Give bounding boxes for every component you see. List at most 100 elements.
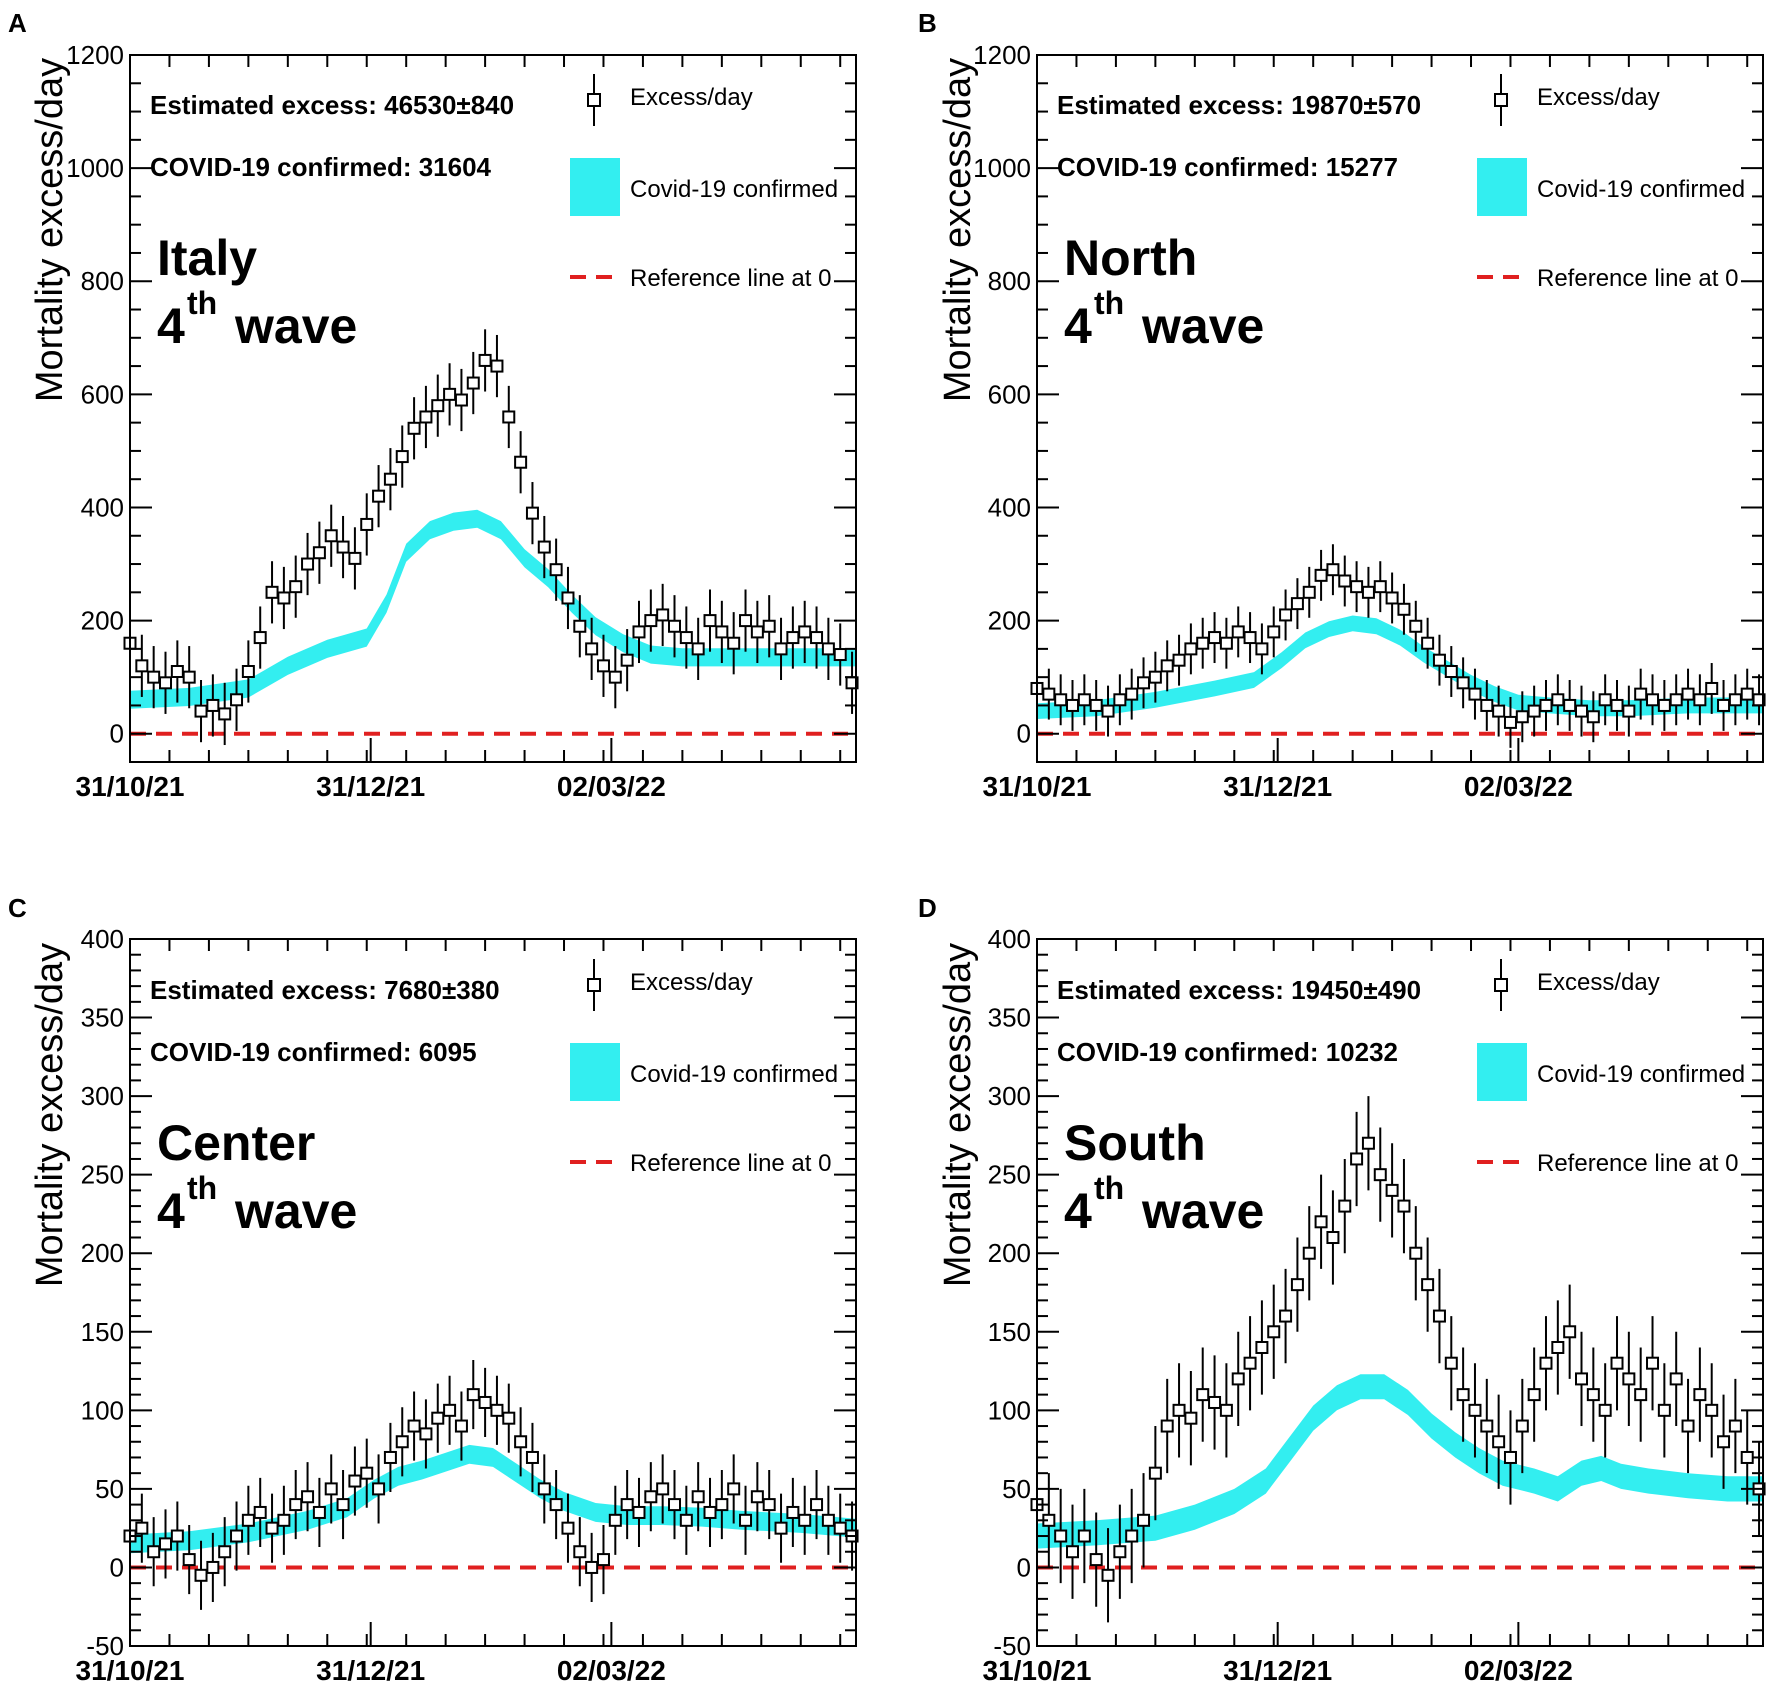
legend-points-marker bbox=[1494, 93, 1508, 107]
data-point bbox=[1302, 585, 1316, 599]
data-point bbox=[419, 1427, 433, 1441]
data-point bbox=[774, 642, 788, 656]
y-axis-label: Mortality excess/day bbox=[937, 58, 979, 402]
legend: Excess/day Covid-19 confirmed Reference … bbox=[1477, 959, 1745, 1177]
data-point bbox=[1338, 1199, 1352, 1213]
y-tick-label: 150 bbox=[81, 1317, 124, 1347]
data-point bbox=[1077, 1529, 1091, 1543]
covid-confirmed-count: COVID-19 confirmed: 6095 bbox=[150, 1037, 477, 1067]
y-tick-label: 400 bbox=[988, 492, 1031, 522]
data-point bbox=[585, 642, 599, 656]
y-tick-label: 250 bbox=[81, 1160, 124, 1190]
data-point bbox=[1397, 1199, 1411, 1213]
data-point bbox=[608, 670, 622, 684]
data-point bbox=[1219, 1403, 1233, 1417]
data-point bbox=[159, 1537, 173, 1551]
data-point bbox=[1669, 1372, 1683, 1386]
data-point bbox=[1586, 710, 1600, 724]
data-point bbox=[715, 1498, 729, 1512]
data-point bbox=[182, 670, 196, 684]
y-tick-label: 100 bbox=[81, 1395, 124, 1425]
data-point bbox=[431, 1411, 445, 1425]
x-tick-label: 31/10/21 bbox=[983, 1655, 1092, 1685]
data-point bbox=[821, 642, 835, 656]
data-point bbox=[691, 642, 705, 656]
data-point bbox=[656, 1482, 670, 1496]
data-point bbox=[1361, 1136, 1375, 1150]
data-point bbox=[407, 1419, 421, 1433]
data-point bbox=[253, 1505, 267, 1519]
data-point bbox=[372, 489, 386, 503]
data-point bbox=[1231, 625, 1245, 639]
data-point bbox=[1705, 1403, 1719, 1417]
data-point bbox=[514, 1435, 528, 1449]
plot-frame bbox=[129, 54, 857, 763]
data-point bbox=[1409, 619, 1423, 633]
y-tick-label: 400 bbox=[81, 492, 124, 522]
legend-band-swatch bbox=[570, 158, 620, 216]
wave-suffix: th bbox=[187, 1170, 217, 1206]
data-point bbox=[182, 1553, 196, 1567]
data-point bbox=[1444, 665, 1458, 679]
data-point bbox=[644, 614, 658, 628]
plot-area: -50 0 50 100 150 200 250 300 350 400 31/10/21 31/12… bbox=[983, 924, 1766, 1685]
data-point bbox=[703, 1505, 717, 1519]
data-point bbox=[1575, 1372, 1588, 1386]
legend-band-swatch bbox=[570, 1043, 620, 1101]
y-tick-label: 0 bbox=[1017, 1552, 1031, 1582]
data-point bbox=[549, 563, 563, 577]
data-point bbox=[1243, 631, 1257, 645]
data-point bbox=[1184, 1411, 1198, 1425]
data-point bbox=[786, 631, 800, 645]
data-point bbox=[632, 625, 646, 639]
data-point bbox=[549, 1498, 563, 1512]
data-point bbox=[1468, 1403, 1482, 1417]
data-point bbox=[170, 665, 184, 679]
legend-points-marker bbox=[1494, 978, 1508, 992]
legend: Excess/day Covid-19 confirmed Reference … bbox=[1477, 74, 1745, 292]
data-point bbox=[502, 410, 516, 424]
data-point bbox=[1492, 704, 1506, 718]
region-title: Center bbox=[157, 1115, 315, 1171]
data-point bbox=[289, 1498, 303, 1512]
data-point bbox=[1054, 1529, 1068, 1543]
data-point bbox=[336, 540, 350, 554]
data-point bbox=[1054, 693, 1068, 707]
data-point bbox=[1314, 568, 1328, 582]
data-point bbox=[466, 1388, 480, 1402]
y-tick-label: -50 bbox=[86, 1631, 124, 1661]
data-point bbox=[289, 580, 303, 594]
data-point bbox=[1728, 693, 1742, 707]
wave-number: 4 bbox=[1064, 298, 1092, 354]
x-tick-label: 31/12/21 bbox=[1223, 771, 1332, 802]
wave-word: wave bbox=[234, 298, 357, 354]
data-point bbox=[443, 387, 457, 401]
data-point bbox=[1172, 1403, 1186, 1417]
data-point bbox=[1290, 597, 1304, 611]
y-axis-label: Mortality excess/day bbox=[29, 943, 71, 1287]
data-point bbox=[301, 557, 315, 571]
data-point bbox=[537, 540, 551, 554]
data-point bbox=[1137, 676, 1151, 690]
data-point bbox=[1208, 631, 1222, 645]
legend-band-label: Covid-19 confirmed bbox=[1537, 176, 1745, 203]
data-point bbox=[502, 1411, 516, 1425]
data-point bbox=[265, 585, 279, 599]
y-axis-label-group: Mortality excess/day bbox=[937, 58, 979, 402]
data-point bbox=[1575, 704, 1588, 718]
data-point bbox=[1634, 687, 1648, 701]
x-tick-label: 31/12/21 bbox=[316, 1655, 425, 1685]
data-point bbox=[1279, 1309, 1293, 1323]
data-point bbox=[490, 1403, 504, 1417]
legend-band-swatch bbox=[1477, 158, 1527, 216]
x-tick-label: 31/10/21 bbox=[983, 771, 1092, 802]
data-point bbox=[691, 1490, 705, 1504]
data-point bbox=[372, 1482, 386, 1496]
data-point bbox=[360, 1466, 374, 1480]
data-point bbox=[1326, 1231, 1340, 1245]
panel-d: D Mortality excess/day -50 0 50 100 150 200 25… bbox=[918, 893, 1766, 1685]
data-point bbox=[478, 353, 492, 367]
data-point bbox=[1089, 1553, 1103, 1567]
data-point bbox=[821, 1513, 835, 1527]
data-point bbox=[1314, 1215, 1328, 1229]
